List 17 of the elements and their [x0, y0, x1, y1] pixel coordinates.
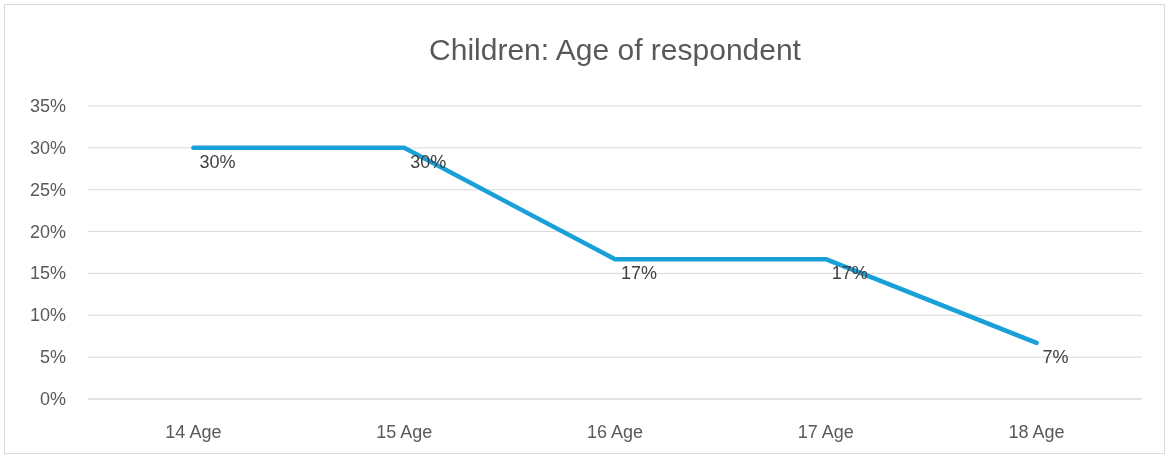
- y-tick-label: 0%: [39, 389, 66, 409]
- y-tick-label: 30%: [29, 137, 66, 158]
- x-tick-label: 16 Age: [586, 422, 644, 442]
- data-label: 30%: [199, 151, 236, 172]
- y-tick-label: 20%: [29, 221, 66, 242]
- chart-title: Children: Age of respondent: [429, 33, 802, 66]
- y-tick-label: 35%: [29, 96, 66, 116]
- x-tick-label: 14 Age: [165, 422, 222, 442]
- x-tick-label: 15 Age: [376, 422, 433, 442]
- y-tick-label: 5%: [39, 347, 66, 368]
- y-tick-label: 10%: [29, 305, 66, 326]
- x-tick-label: 17 Age: [797, 422, 854, 442]
- x-tick-label: 18 Age: [1008, 422, 1065, 442]
- data-label: 7%: [1042, 346, 1069, 367]
- y-tick-label: 25%: [29, 179, 66, 200]
- y-tick-label: 15%: [29, 263, 66, 284]
- data-label: 17%: [621, 263, 658, 284]
